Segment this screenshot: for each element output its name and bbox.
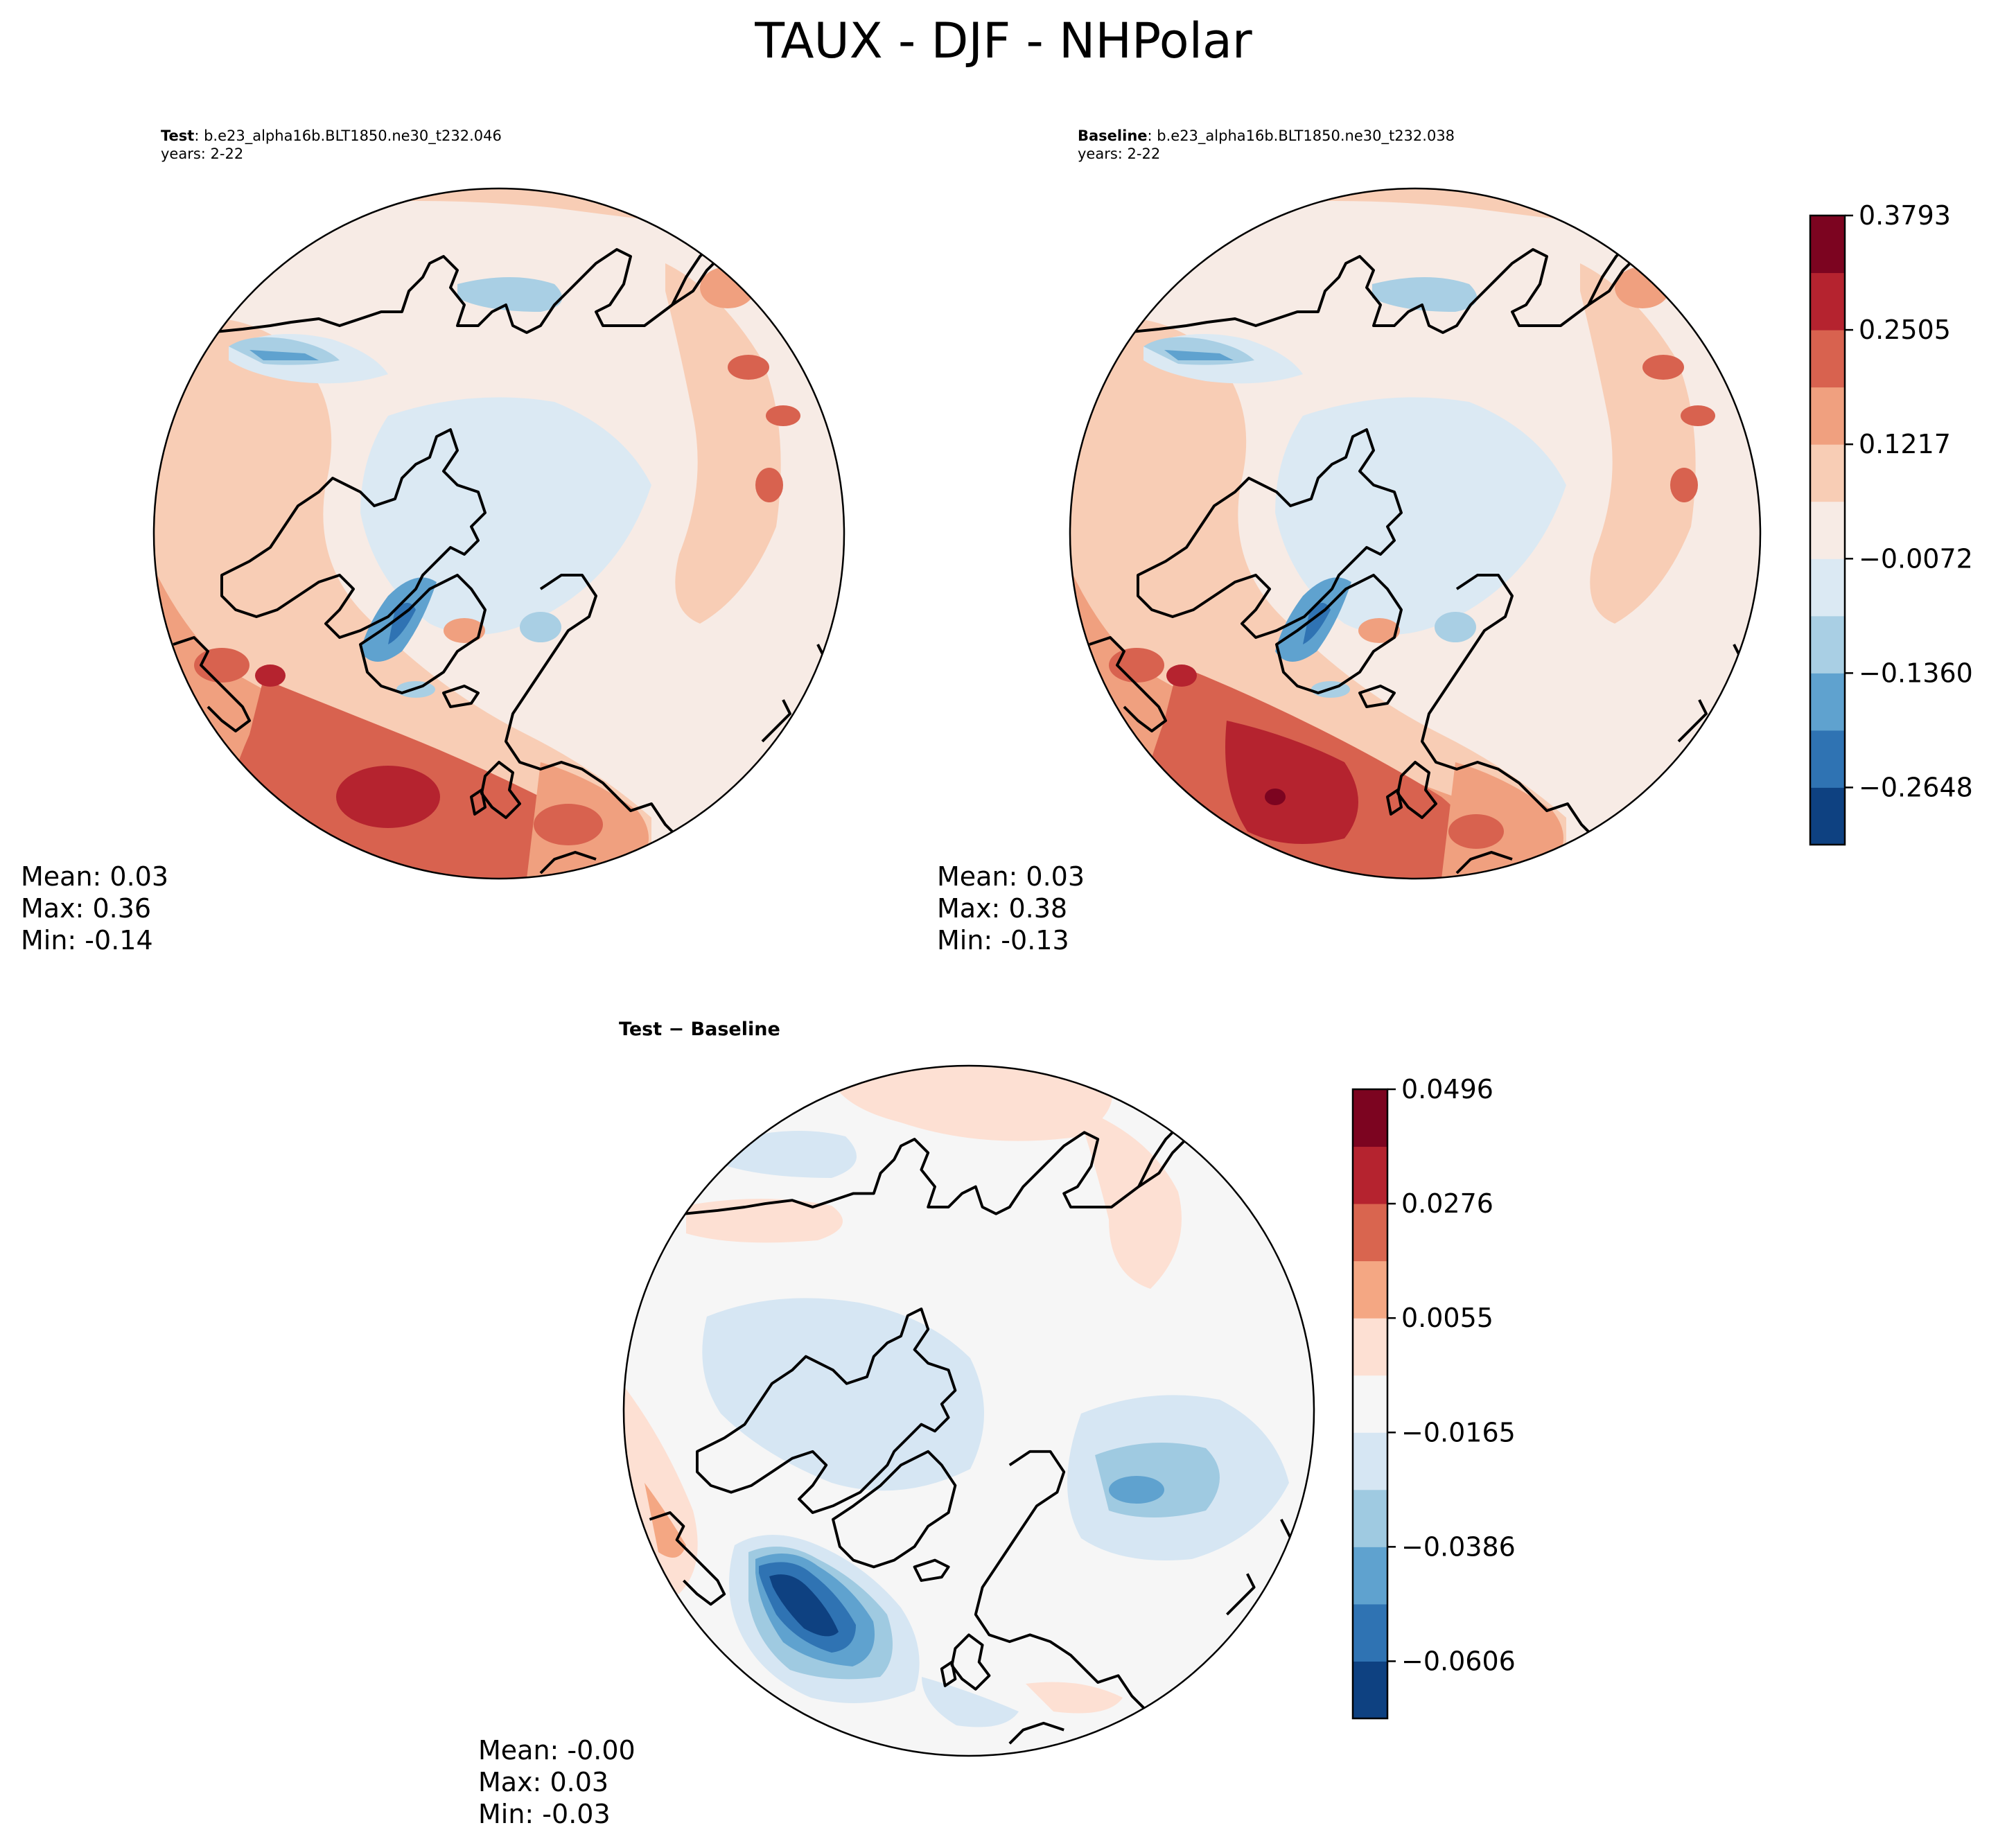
colorbar-top-swatch [1810, 615, 1845, 674]
colorbar-diff-swatch [1353, 1204, 1387, 1262]
colorbar-top-tick-label: −0.2648 [1859, 772, 1973, 802]
test-years: years: 2-22 [161, 146, 244, 162]
colorbar-top-swatch [1810, 272, 1845, 331]
colorbar-diff-swatch [1353, 1089, 1387, 1147]
diff-min: Min: -0.03 [478, 1799, 611, 1829]
test-map [152, 187, 845, 880]
figure-title: TAUX - DJF - NHPolar [755, 12, 1252, 69]
colorbar-diff-border [1351, 1088, 1389, 1720]
colorbar-diff-tick-label: −0.0606 [1401, 1646, 1516, 1676]
colorbar-diff-tick-label: 0.0496 [1401, 1074, 1493, 1105]
test-label: Test [161, 127, 195, 144]
colorbar-diff: −0.0606 −0.0386 −0.0165 0.0055 0.0276 0.0496 [1351, 1074, 1516, 1720]
test-min: Min: -0.14 [21, 925, 153, 956]
colorbar-top-swatch [1810, 330, 1845, 388]
baseline-case-name: : b.e23_alpha16b.BLT1850.ne30_t232.038 [1147, 127, 1455, 144]
colorbar-top-swatch [1810, 215, 1845, 274]
test-mean: Mean: 0.03 [21, 861, 169, 892]
colorbar-diff-swatch [1353, 1375, 1387, 1433]
colorbar-top: −0.2648 −0.1360 −0.0072 0.1217 0.2505 0.3793 [1809, 200, 1973, 846]
colorbar-diff-swatch [1353, 1661, 1387, 1719]
colorbar-top-swatch [1810, 444, 1845, 502]
diff-mean: Mean: -0.00 [478, 1735, 636, 1766]
colorbar-top-tick-label: 0.1217 [1859, 429, 1951, 459]
colorbar-top-border [1809, 214, 1846, 846]
colorbar-diff-tick-label: −0.0386 [1401, 1531, 1516, 1562]
colorbar-diff-tick-label: 0.0055 [1401, 1303, 1493, 1333]
colorbar-top-tick-label: 0.3793 [1859, 200, 1951, 231]
test-max: Max: 0.36 [21, 893, 152, 924]
baseline-label: Baseline [1078, 127, 1148, 144]
baseline-mean: Mean: 0.03 [937, 861, 1085, 892]
colorbar-diff-tick-label: −0.0165 [1401, 1417, 1516, 1447]
diff-title: Test − Baseline [619, 1019, 780, 1040]
colorbar-top-swatch [1810, 558, 1845, 617]
baseline-caption: Baseline: b.e23_alpha16b.BLT1850.ne30_t2… [1078, 127, 1455, 163]
colorbar-diff-swatch [1353, 1318, 1387, 1376]
test-caption: Test: b.e23_alpha16b.BLT1850.ne30_t232.0… [161, 127, 502, 163]
colorbar-top-swatch [1810, 387, 1845, 445]
baseline-years: years: 2-22 [1078, 146, 1161, 162]
colorbar-diff-swatch [1353, 1603, 1387, 1662]
diff-max: Max: 0.03 [478, 1767, 609, 1797]
colorbar-top-tick-label: 0.2505 [1859, 315, 1951, 345]
colorbar-diff-swatch [1353, 1547, 1387, 1605]
colorbar-diff-swatch [1353, 1432, 1387, 1490]
baseline-max: Max: 0.38 [937, 893, 1068, 924]
test-case-name: : b.e23_alpha16b.BLT1850.ne30_t232.046 [194, 127, 502, 144]
colorbar-diff-swatch [1353, 1146, 1387, 1204]
colorbar-diff-swatch [1353, 1489, 1387, 1547]
colorbar-top-tick-label: −0.0072 [1859, 543, 1973, 574]
colorbar-top-swatch [1810, 673, 1845, 731]
test-stats: Mean: 0.03 Max: 0.36 Min: -0.14 [21, 861, 168, 956]
diff-map [622, 1064, 1315, 1757]
colorbar-top-swatch [1810, 787, 1845, 845]
baseline-map [1069, 187, 1762, 880]
colorbar-top-swatch [1810, 730, 1845, 788]
baseline-stats: Mean: 0.03 Max: 0.38 Min: -0.13 [937, 861, 1085, 956]
colorbar-top-swatch [1810, 501, 1845, 559]
colorbar-diff-swatch [1353, 1260, 1387, 1319]
colorbar-diff-tick-label: 0.0276 [1401, 1188, 1493, 1219]
diff-stats: Mean: -0.00 Max: 0.03 Min: -0.03 [478, 1734, 636, 1830]
colorbar-top-tick-label: −0.1360 [1859, 658, 1973, 688]
baseline-min: Min: -0.13 [937, 925, 1069, 956]
